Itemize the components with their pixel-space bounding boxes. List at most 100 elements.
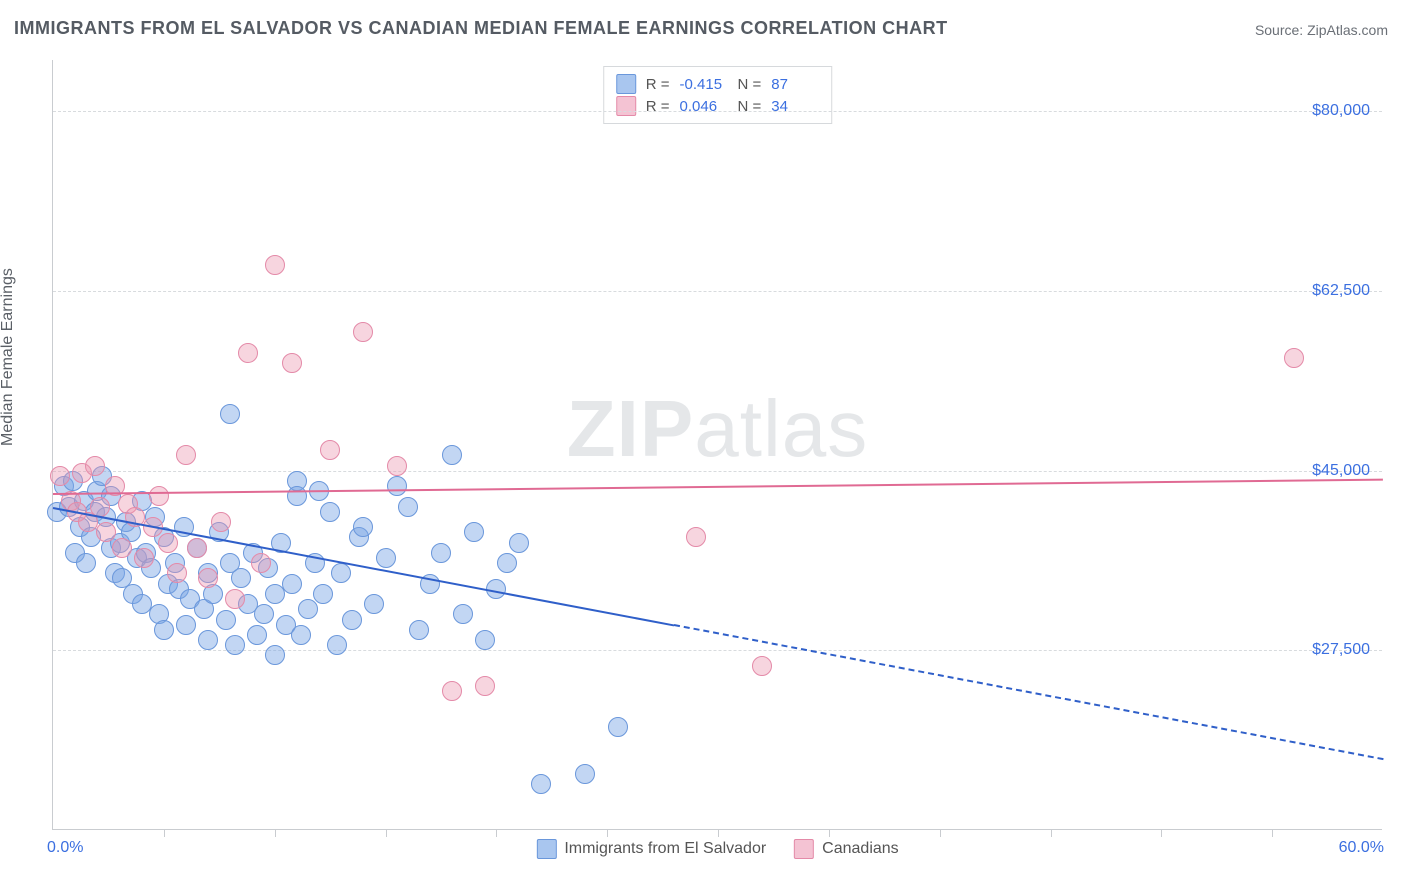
data-point-canadians [752, 656, 772, 676]
data-point-canadians [158, 533, 178, 553]
watermark: ZIPatlas [567, 383, 868, 475]
data-point-el_salvador [327, 635, 347, 655]
legend-label-2: Canadians [822, 840, 899, 858]
data-point-el_salvador [409, 620, 429, 640]
y-tick-label: $27,500 [1312, 641, 1370, 659]
data-point-canadians [387, 456, 407, 476]
n-label-1: N = [738, 76, 762, 93]
n-value-1: 87 [771, 76, 819, 93]
chart-title: IMMIGRANTS FROM EL SALVADOR VS CANADIAN … [14, 18, 948, 39]
data-point-canadians [442, 681, 462, 701]
legend-label-1: Immigrants from El Salvador [564, 840, 766, 858]
data-point-canadians [251, 553, 271, 573]
trend-line [53, 479, 1383, 495]
data-point-el_salvador [431, 543, 451, 563]
data-point-el_salvador [475, 630, 495, 650]
legend-swatch-blue [616, 74, 636, 94]
x-tick [164, 829, 165, 837]
x-tick [496, 829, 497, 837]
data-point-el_salvador [353, 517, 373, 537]
legend-swatch-pink-2 [794, 839, 814, 859]
data-point-el_salvador [247, 625, 267, 645]
data-point-el_salvador [464, 522, 484, 542]
data-point-el_salvador [313, 584, 333, 604]
data-point-el_salvador [298, 599, 318, 619]
x-tick [275, 829, 276, 837]
data-point-el_salvador [342, 610, 362, 630]
data-point-canadians [686, 527, 706, 547]
legend-series: Immigrants from El Salvador Canadians [536, 839, 898, 859]
data-point-canadians [320, 440, 340, 460]
x-tick [607, 829, 608, 837]
data-point-el_salvador [320, 502, 340, 522]
data-point-el_salvador [531, 774, 551, 794]
y-tick-label: $62,500 [1312, 282, 1370, 300]
x-min-label: 0.0% [47, 839, 83, 857]
r-label-1: R = [646, 76, 670, 93]
data-point-canadians [475, 676, 495, 696]
trend-line-dashed [673, 624, 1383, 760]
data-point-canadians [238, 343, 258, 363]
r-value-1: -0.415 [680, 76, 728, 93]
gridline [53, 471, 1382, 472]
x-tick [1272, 829, 1273, 837]
gridline [53, 111, 1382, 112]
x-tick [718, 829, 719, 837]
data-point-canadians [50, 466, 70, 486]
x-tick [829, 829, 830, 837]
y-tick-label: $45,000 [1312, 462, 1370, 480]
data-point-canadians [149, 486, 169, 506]
data-point-el_salvador [198, 630, 218, 650]
x-tick [1051, 829, 1052, 837]
gridline [53, 291, 1382, 292]
watermark-zip: ZIP [567, 384, 694, 473]
data-point-el_salvador [387, 476, 407, 496]
data-point-canadians [85, 456, 105, 476]
data-point-el_salvador [282, 574, 302, 594]
data-point-canadians [187, 538, 207, 558]
data-point-canadians [176, 445, 196, 465]
data-point-canadians [282, 353, 302, 373]
legend-stats: R = -0.415 N = 87 R = 0.046 N = 34 [603, 66, 833, 124]
data-point-el_salvador [254, 604, 274, 624]
data-point-canadians [198, 568, 218, 588]
data-point-canadians [265, 255, 285, 275]
data-point-el_salvador [231, 568, 251, 588]
data-point-canadians [167, 563, 187, 583]
x-tick [1161, 829, 1162, 837]
data-point-canadians [353, 322, 373, 342]
data-point-el_salvador [608, 717, 628, 737]
gridline [53, 650, 1382, 651]
data-point-el_salvador [453, 604, 473, 624]
data-point-el_salvador [575, 764, 595, 784]
x-tick [940, 829, 941, 837]
data-point-canadians [134, 548, 154, 568]
data-point-canadians [225, 589, 245, 609]
data-point-el_salvador [442, 445, 462, 465]
data-point-el_salvador [364, 594, 384, 614]
data-point-el_salvador [497, 553, 517, 573]
data-point-el_salvador [76, 553, 96, 573]
legend-stats-row-1: R = -0.415 N = 87 [616, 73, 820, 95]
data-point-el_salvador [216, 610, 236, 630]
data-point-el_salvador [154, 620, 174, 640]
legend-stats-row-2: R = 0.046 N = 34 [616, 95, 820, 117]
data-point-canadians [211, 512, 231, 532]
data-point-canadians [96, 522, 116, 542]
legend-swatch-pink [616, 96, 636, 116]
data-point-el_salvador [398, 497, 418, 517]
y-axis-label: Median Female Earnings [0, 268, 17, 446]
data-point-el_salvador [265, 584, 285, 604]
data-point-el_salvador [331, 563, 351, 583]
x-tick [386, 829, 387, 837]
x-max-label: 60.0% [1339, 839, 1384, 857]
data-point-el_salvador [225, 635, 245, 655]
y-tick-label: $80,000 [1312, 102, 1370, 120]
data-point-el_salvador [176, 615, 196, 635]
data-point-canadians [1284, 348, 1304, 368]
data-point-el_salvador [509, 533, 529, 553]
data-point-el_salvador [376, 548, 396, 568]
plot-area: ZIPatlas R = -0.415 N = 87 R = 0.046 N =… [52, 60, 1382, 830]
watermark-atlas: atlas [694, 384, 868, 473]
data-point-el_salvador [220, 404, 240, 424]
